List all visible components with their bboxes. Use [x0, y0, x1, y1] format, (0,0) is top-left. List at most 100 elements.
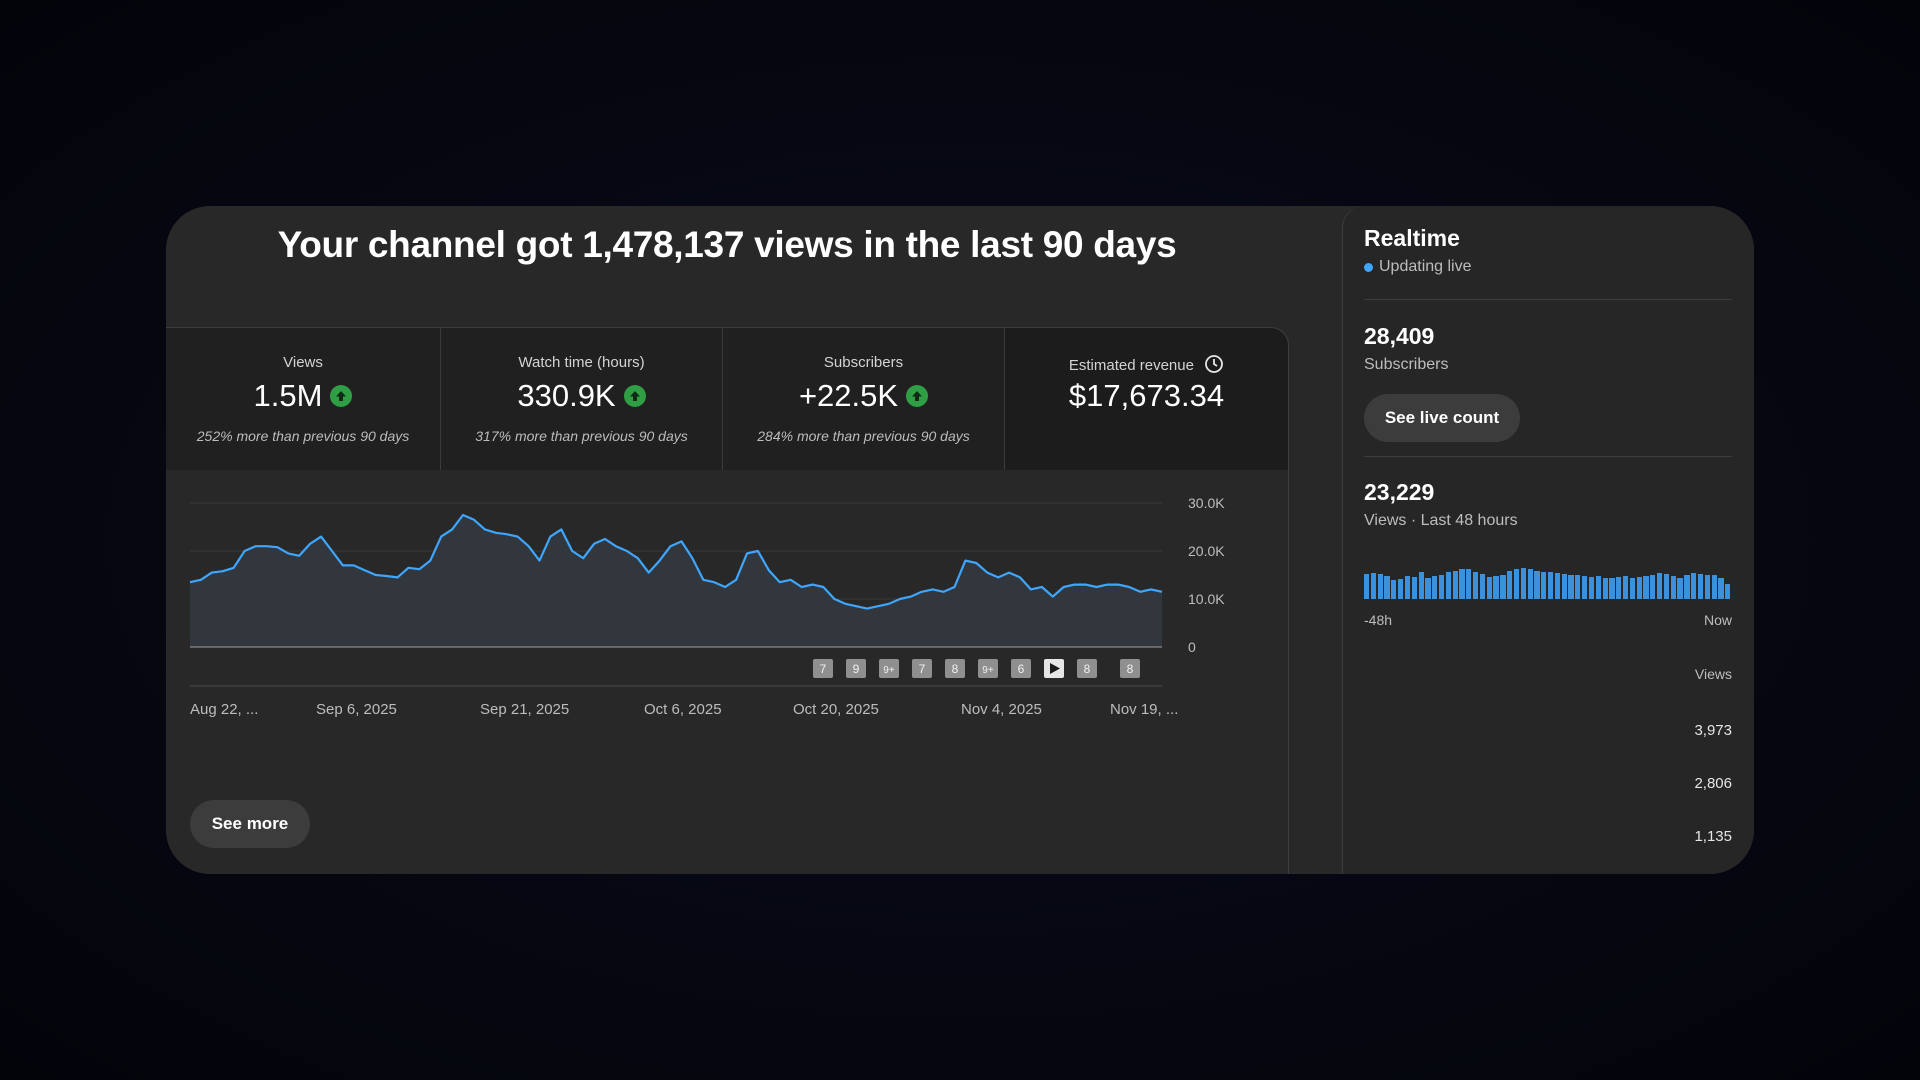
realtime-bar[interactable] [1404, 576, 1411, 599]
realtime-bar[interactable] [1548, 572, 1554, 599]
axis-end-label: Now [1703, 612, 1732, 628]
realtime-bar[interactable] [1616, 577, 1622, 599]
realtime-bar[interactable] [1561, 573, 1567, 599]
live-dot-icon [1364, 262, 1373, 272]
metric-value-row: +22.5K [723, 378, 1004, 414]
realtime-bar-chart[interactable] [1364, 561, 1732, 599]
realtime-bar[interactable] [1684, 575, 1690, 599]
realtime-bar[interactable] [1520, 567, 1526, 599]
realtime-bar[interactable] [1391, 580, 1397, 599]
metrics-panel: Views 1.5M 252% more than previous 90 da… [166, 327, 1289, 874]
realtime-bar[interactable] [1479, 574, 1486, 599]
realtime-bar[interactable] [1622, 576, 1629, 599]
realtime-bar[interactable] [1370, 573, 1376, 599]
realtime-bar[interactable] [1466, 569, 1472, 599]
subscribers-label: Subscribers [1364, 356, 1449, 373]
page-title: Your channel got 1,478,137 views in the … [277, 224, 1177, 265]
realtime-bar[interactable] [1507, 570, 1513, 599]
views-chart: 30.0K 20.0K 10.0K 0 7 9 9+ 7 8 9+ 6 8 8 Aug 22, ... Se… [166, 470, 1288, 770]
realtime-bar[interactable] [1650, 574, 1656, 599]
metric-delta: 317% more than previous 90 days [475, 428, 688, 444]
metric-value-row: 1.5M [166, 378, 440, 414]
realtime-bar[interactable] [1663, 574, 1670, 599]
realtime-bar[interactable] [1704, 574, 1710, 599]
realtime-bar[interactable] [1609, 578, 1615, 599]
video-marker[interactable]: 8 [945, 659, 965, 678]
realtime-bar[interactable] [1425, 578, 1431, 599]
axis-start-label: -48h [1364, 612, 1393, 628]
x-tick-label: Nov 19, ... [1110, 701, 1178, 718]
metric-delta: 252% more than previous 90 days [196, 428, 410, 444]
realtime-bar[interactable] [1602, 577, 1608, 599]
realtime-bar[interactable] [1493, 576, 1499, 599]
see-more-button[interactable]: See more [190, 800, 310, 848]
metric-tab-watch-time[interactable]: Watch time (hours) 330.9K 317% more than… [441, 328, 723, 470]
table-value: 1,135 [1694, 828, 1732, 845]
realtime-bar[interactable] [1411, 577, 1417, 599]
realtime-bar[interactable] [1711, 575, 1717, 599]
realtime-bar[interactable] [1452, 570, 1458, 599]
realtime-bar[interactable] [1384, 576, 1390, 599]
see-live-count-button[interactable]: See live count [1364, 394, 1520, 442]
realtime-bar[interactable] [1438, 575, 1445, 599]
realtime-bar[interactable] [1725, 583, 1731, 599]
table-header: Views [1694, 666, 1732, 682]
realtime-bar[interactable] [1398, 579, 1404, 599]
video-marker[interactable]: 8 [1120, 659, 1140, 678]
video-marker[interactable]: 7 [912, 659, 932, 678]
realtime-bar[interactable] [1473, 571, 1479, 599]
x-tick-label: Sep 21, 2025 [480, 701, 569, 718]
video-marker[interactable]: 9+ [978, 659, 998, 678]
table-value: 2,806 [1694, 775, 1732, 792]
x-tick-label: Aug 22, ... [190, 701, 258, 718]
video-marker[interactable]: 6 [1011, 659, 1031, 678]
x-tick-label: Oct 20, 2025 [793, 701, 879, 718]
realtime-bar[interactable] [1595, 576, 1601, 599]
realtime-bar[interactable] [1486, 577, 1492, 599]
realtime-bar[interactable] [1445, 572, 1451, 599]
realtime-bar[interactable] [1541, 571, 1547, 599]
metric-delta: 284% more than previous 90 days [757, 428, 970, 444]
svg-text:7: 7 [919, 662, 926, 676]
divider [1364, 299, 1732, 300]
realtime-bar[interactable] [1418, 572, 1424, 599]
arrow-up-icon [906, 385, 929, 407]
metric-tab-subscribers[interactable]: Subscribers +22.5K 284% more than previo… [723, 328, 1005, 470]
video-marker[interactable]: 9 [846, 659, 866, 678]
live-status-text: Updating live [1379, 258, 1472, 275]
play-icon[interactable] [1044, 659, 1064, 678]
realtime-bar[interactable] [1718, 578, 1724, 599]
video-marker[interactable]: 7 [813, 659, 833, 678]
realtime-bar[interactable] [1568, 574, 1574, 599]
realtime-bar[interactable] [1513, 568, 1520, 599]
analytics-card: Your channel got 1,478,137 views in the … [166, 206, 1754, 874]
realtime-bar[interactable] [1670, 576, 1676, 599]
clock-icon[interactable] [1204, 354, 1224, 378]
area-fill [190, 515, 1162, 647]
realtime-bar[interactable] [1554, 573, 1560, 599]
y-tick-label: 0 [1188, 639, 1196, 655]
y-tick-label: 30.0K [1188, 495, 1225, 511]
realtime-bar[interactable] [1459, 568, 1465, 599]
video-marker[interactable]: 9+ [879, 659, 899, 678]
realtime-bar[interactable] [1582, 576, 1588, 599]
realtime-bar[interactable] [1500, 575, 1506, 599]
arrow-up-icon [623, 385, 646, 407]
realtime-bar[interactable] [1657, 573, 1663, 599]
realtime-bar[interactable] [1697, 573, 1704, 599]
realtime-bar[interactable] [1691, 573, 1697, 599]
realtime-bar[interactable] [1527, 569, 1533, 599]
metric-tab-revenue[interactable]: Estimated revenue $17,673.34 [1005, 328, 1288, 470]
realtime-bar[interactable] [1377, 573, 1383, 599]
realtime-bar[interactable] [1629, 578, 1635, 599]
realtime-bar[interactable] [1575, 575, 1581, 599]
realtime-bar[interactable] [1432, 576, 1438, 599]
realtime-bar[interactable] [1636, 577, 1642, 599]
realtime-bar[interactable] [1534, 570, 1540, 599]
realtime-bar[interactable] [1643, 576, 1649, 599]
video-marker[interactable]: 8 [1077, 659, 1097, 678]
realtime-bar[interactable] [1677, 578, 1683, 599]
metric-tab-views[interactable]: Views 1.5M 252% more than previous 90 da… [166, 328, 441, 470]
realtime-bar[interactable] [1364, 574, 1370, 599]
realtime-bar[interactable] [1588, 577, 1595, 599]
